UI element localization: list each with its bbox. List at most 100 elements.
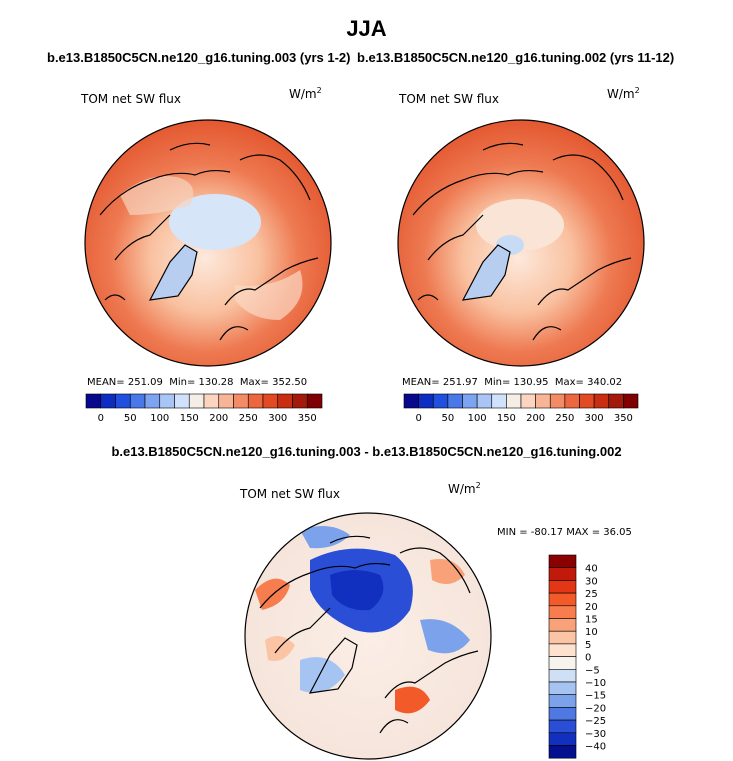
panel-b-colorbar-tick-label: 200 (526, 413, 545, 424)
panel-b-polar-map (397, 119, 645, 367)
panel-b-colorbar-swatch (491, 393, 507, 409)
panel-b-min: 130.95 (513, 377, 549, 388)
panel-b-colorbar-swatch (476, 393, 493, 409)
panel-a-colorbar-swatch (292, 393, 308, 409)
panel-a-min-label: Min= (169, 377, 196, 388)
panel-b-colorbar-swatch (535, 393, 551, 409)
diff-positive-patch-3 (430, 559, 465, 584)
panel-a-colorbar-tick-label: 300 (268, 413, 287, 424)
panel-a-europe-shading (235, 270, 303, 320)
diff-colorbar-swatch (548, 681, 577, 695)
panel-a-colorbar-swatch (233, 393, 249, 409)
panel-a-mean-label: MEAN= (87, 377, 125, 388)
panel-b-colorbar-swatch (593, 393, 610, 409)
panel-a-colorbar-swatch (174, 393, 190, 409)
diff-negative-patch-5 (420, 619, 470, 654)
panel-a-min: 130.28 (198, 377, 234, 388)
panel-a-colorbar-swatch (188, 393, 205, 409)
panel-a-colorbar-swatch (203, 393, 220, 409)
panel-b-colorbar-tick-label: 0 (415, 413, 421, 424)
panel-a-mean: 251.09 (127, 377, 163, 388)
diff-colorbar-tick-label: 30 (585, 576, 598, 587)
diff-colorbar-swatch (548, 618, 577, 632)
panel-a-colorbar-tick-label: 0 (98, 413, 104, 424)
panel-a-colorbar-swatch (277, 393, 293, 409)
panel-a-arctic-low-flux (169, 194, 261, 250)
diff-colorbar-swatch (548, 745, 577, 759)
panel-b-colorbar-tick-label: 300 (585, 413, 604, 424)
panel-a-colorbar-tick-label: 250 (239, 413, 258, 424)
diff-colorbar-tick-label: 25 (585, 589, 598, 600)
diff-negative-patch-4 (300, 657, 345, 693)
diff-colorbar-tick-label: −25 (585, 716, 606, 727)
diff-colorbar-tick-label: −30 (585, 729, 606, 740)
panel-b-min-label: Min= (484, 377, 511, 388)
difference-polar-map (244, 512, 492, 760)
diff-positive-patch-2 (395, 686, 430, 714)
panel-a-colorbar: 0 50 100 150 200 250 300 350 (85, 393, 323, 424)
diff-variable-label: TOM net SW flux (240, 487, 341, 501)
diff-colorbar-swatch (548, 554, 577, 568)
diff-colorbar-tick-label: 20 (585, 602, 598, 613)
diff-colorbar-tick-label: −5 (585, 665, 600, 676)
diff-colorbar-swatch (548, 630, 577, 645)
panel-b-colorbar-tick-label: 50 (442, 413, 455, 424)
diff-colorbar-tick-label: −40 (585, 742, 606, 753)
diff-colorbar-tick-label: −15 (585, 691, 606, 702)
panel-b-colorbar-swatch (462, 393, 478, 409)
panel-a-colorbar-tick-label: 150 (180, 413, 199, 424)
panel-a-polar-map (84, 119, 332, 367)
figure-title: JJA (346, 16, 387, 41)
panel-b-arctic-field (476, 199, 564, 251)
panel-b-colorbar-swatch (520, 393, 536, 409)
diff-colorbar-swatch (548, 719, 577, 734)
panel-b-colorbar-swatch (623, 393, 639, 409)
panel-a-coastlines (99, 142, 319, 341)
panel-a-colorbar-swatch (100, 393, 116, 409)
panel-a-colorbar-swatch (159, 393, 175, 409)
panel-a-colorbar-tick-label: 200 (209, 413, 228, 424)
diff-colorbar-tick-label: 0 (585, 653, 591, 664)
panel-b-colorbar-tick-label: 350 (614, 413, 633, 424)
panel-a-map-border (84, 119, 332, 367)
panel-b-colorbar-swatch (506, 393, 522, 409)
panel-b-max: 340.02 (587, 377, 623, 388)
diff-colorbar-tick-label: −20 (585, 703, 606, 714)
diff-colorbar-tick-label: −10 (585, 678, 606, 689)
diff-colorbar-swatch (548, 668, 577, 683)
panel-a-max: 352.50 (272, 377, 308, 388)
panel-b-map-border (397, 119, 645, 367)
panel-a-colorbar-swatch (129, 393, 146, 409)
panel-b-colorbar-swatch (403, 393, 419, 409)
diff-colorbar-swatch (548, 592, 577, 607)
panel-a-canada-shading (120, 176, 194, 215)
diff-colorbar-swatch (548, 656, 577, 670)
panel-b-colorbar-swatch (564, 393, 580, 409)
panel-a-colorbar-swatch (115, 393, 131, 409)
panel-b-colorbar-tick-label: 150 (497, 413, 516, 424)
panel-a-colorbar-swatch (247, 393, 264, 409)
diff-colorbar-tick-label: 10 (585, 627, 598, 638)
panel-b-coastlines (412, 142, 632, 341)
panel-b-colorbar-tick-label: 100 (468, 413, 487, 424)
panel-a-colorbar-swatch (85, 393, 102, 409)
panel-b-variable-label: TOM net SW flux (399, 92, 500, 106)
panel-b-colorbar-swatch (579, 393, 595, 409)
diff-arctic-strong-negative (330, 570, 384, 611)
panel-a-max-label: Max= (239, 377, 269, 388)
diff-colorbar-tick-label: 5 (585, 640, 591, 651)
panel-a-colorbar-swatch (144, 393, 161, 409)
panel-a-colorbar-swatch (262, 393, 279, 409)
panel-a-colorbar-tick-label: 50 (124, 413, 137, 424)
diff-pacific-negative (300, 526, 350, 549)
diff-colorbar-swatch (548, 707, 577, 721)
diff-colorbar-swatch (548, 605, 577, 619)
panel-b-units: W/m2 (607, 86, 640, 101)
diff-map-border (244, 512, 492, 760)
panel-a-stats: MEAN= 251.09 Min= 130.28 Max= 352.50 (87, 377, 307, 388)
panel-a-colorbar-swatch (218, 393, 234, 409)
panel-a-variable-label: TOM net SW flux (81, 92, 182, 106)
panel-b-colorbar-swatch (447, 393, 463, 409)
